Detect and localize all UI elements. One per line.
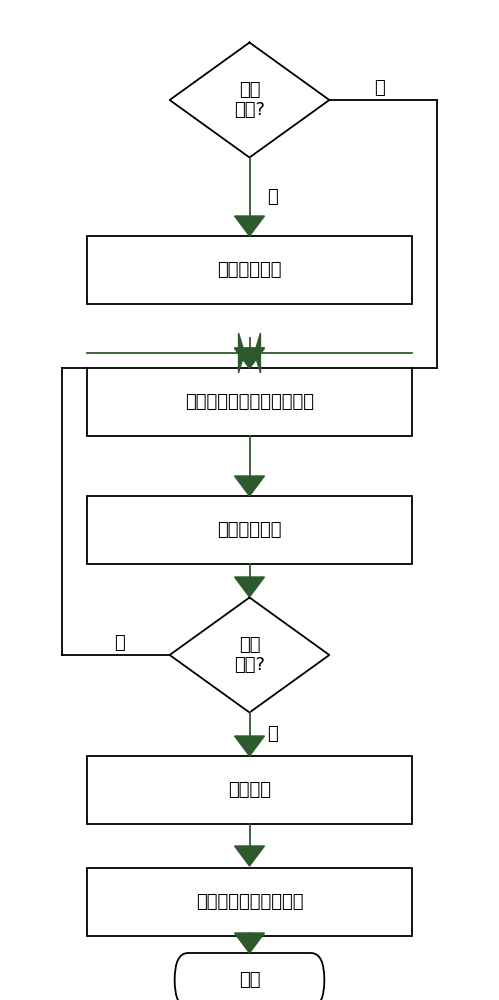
- Text: 电热塞加热或调整加热功率: 电热塞加热或调整加热功率: [185, 393, 314, 411]
- Text: 逐渐降低加热功率至零: 逐渐降低加热功率至零: [196, 893, 303, 911]
- Polygon shape: [235, 476, 264, 496]
- FancyBboxPatch shape: [87, 868, 412, 936]
- Polygon shape: [235, 933, 264, 953]
- Text: 燃烧状态解析: 燃烧状态解析: [217, 521, 282, 539]
- Polygon shape: [170, 598, 329, 712]
- FancyBboxPatch shape: [175, 953, 324, 1000]
- Polygon shape: [254, 333, 260, 373]
- Polygon shape: [235, 348, 264, 368]
- Text: 是: 是: [267, 188, 278, 206]
- Polygon shape: [235, 577, 264, 597]
- Polygon shape: [235, 348, 264, 368]
- Polygon shape: [239, 333, 245, 373]
- Text: 否: 否: [114, 634, 125, 652]
- Text: 结束: 结束: [239, 971, 260, 989]
- FancyBboxPatch shape: [87, 368, 412, 436]
- Text: 低压
喷射?: 低压 喷射?: [234, 81, 265, 119]
- Text: 否: 否: [374, 79, 385, 97]
- Text: 稳定
压燃?: 稳定 压燃?: [234, 636, 265, 674]
- Text: 降低共轨压力: 降低共轨压力: [217, 261, 282, 279]
- FancyBboxPatch shape: [87, 236, 412, 304]
- Text: 恢复轨压: 恢复轨压: [228, 781, 271, 799]
- Polygon shape: [235, 846, 264, 866]
- FancyBboxPatch shape: [87, 756, 412, 824]
- FancyBboxPatch shape: [87, 496, 412, 564]
- Polygon shape: [235, 736, 264, 756]
- Polygon shape: [170, 42, 329, 157]
- Text: 是: 是: [267, 725, 278, 743]
- Polygon shape: [235, 216, 264, 236]
